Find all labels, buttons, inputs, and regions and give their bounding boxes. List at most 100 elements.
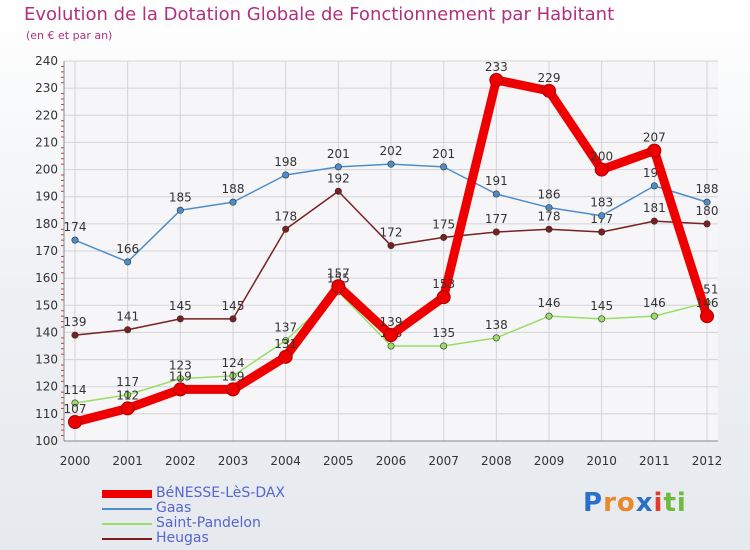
legend-item-gaas: Gaas xyxy=(102,500,362,517)
y-tick-label: 170 xyxy=(35,244,58,258)
data-label-b-nesse-l-s-dax: 233 xyxy=(485,60,508,74)
data-point-gaas xyxy=(650,182,658,190)
data-point-heugas xyxy=(334,187,342,195)
data-label-heugas: 145 xyxy=(169,299,192,313)
data-point-gaas xyxy=(229,198,237,206)
data-point-saint-pandelon xyxy=(387,342,395,350)
data-point-heugas xyxy=(229,315,237,323)
data-label-saint-pandelon: 137 xyxy=(274,321,297,335)
legend-swatch-heugas xyxy=(102,538,152,540)
legend-item-heugas: Heugas xyxy=(102,530,362,547)
data-point-b-nesse-l-s-dax xyxy=(384,328,398,343)
legend-swatch-gaas xyxy=(102,508,152,510)
x-tick-label: 2010 xyxy=(586,454,617,468)
legend-item-saint-pandelon: Saint-Pandelon xyxy=(102,515,362,532)
data-label-heugas: 177 xyxy=(485,212,508,226)
brand-letter: r xyxy=(603,488,617,518)
data-label-gaas: 185 xyxy=(169,190,192,204)
data-label-heugas: 178 xyxy=(538,209,561,223)
data-label-heugas: 175 xyxy=(432,217,455,231)
data-label-saint-pandelon: 117 xyxy=(116,375,139,389)
legend-label-heugas: Heugas xyxy=(156,530,209,546)
data-label-saint-pandelon: 155 xyxy=(327,272,350,286)
data-point-b-nesse-l-s-dax xyxy=(120,401,135,416)
legend-swatch-saint-pandelon xyxy=(102,523,152,525)
x-tick-label: 2005 xyxy=(323,454,354,468)
y-tick-label: 120 xyxy=(35,380,58,394)
legend-label-saint-pandelon: Saint-Pandelon xyxy=(156,515,261,531)
y-tick-label: 220 xyxy=(35,108,58,122)
x-tick-label: 2008 xyxy=(481,454,512,468)
data-point-saint-pandelon xyxy=(282,337,290,345)
y-tick-label: 240 xyxy=(35,54,58,68)
data-point-saint-pandelon xyxy=(176,375,184,383)
data-point-gaas xyxy=(124,258,132,266)
y-tick-label: 140 xyxy=(35,325,58,339)
data-label-gaas: 186 xyxy=(538,188,561,202)
data-point-heugas xyxy=(440,233,448,241)
x-tick-label: 2003 xyxy=(218,454,249,468)
data-point-heugas xyxy=(387,242,395,250)
data-point-heugas xyxy=(650,217,658,225)
data-point-gaas xyxy=(598,212,606,220)
legend-swatch-benesse xyxy=(102,490,152,498)
data-point-gaas xyxy=(492,190,500,198)
data-point-gaas xyxy=(440,163,448,171)
data-label-saint-pandelon: 135 xyxy=(432,326,455,340)
data-label-heugas: 180 xyxy=(696,204,719,218)
data-label-heugas: 181 xyxy=(643,201,666,215)
data-point-gaas xyxy=(71,236,79,244)
x-tick-label: 2001 xyxy=(112,454,143,468)
x-tick-label: 2000 xyxy=(60,454,91,468)
data-point-gaas xyxy=(176,206,184,214)
data-label-b-nesse-l-s-dax: 139 xyxy=(380,315,403,329)
brand-letter: i xyxy=(676,488,687,518)
data-label-gaas: 188 xyxy=(222,182,245,196)
y-tick-label: 210 xyxy=(35,135,58,149)
data-label-b-nesse-l-s-dax: 119 xyxy=(222,369,245,383)
data-label-saint-pandelon: 124 xyxy=(222,356,245,370)
data-point-heugas xyxy=(71,331,79,339)
data-label-b-nesse-l-s-dax: 107 xyxy=(64,402,87,416)
legend-item-benesse: BéNESSE-LèS-DAX xyxy=(102,485,362,502)
data-label-saint-pandelon: 146 xyxy=(538,296,561,310)
data-point-saint-pandelon xyxy=(598,315,606,323)
data-label-saint-pandelon: 138 xyxy=(485,318,508,332)
data-label-heugas: 141 xyxy=(116,310,139,324)
brand-letter: P xyxy=(583,488,604,518)
data-point-saint-pandelon xyxy=(229,372,237,380)
data-point-b-nesse-l-s-dax xyxy=(594,162,609,177)
data-label-gaas: 201 xyxy=(327,147,350,161)
x-tick-label: 2011 xyxy=(639,454,670,468)
data-point-gaas xyxy=(703,198,711,206)
x-tick-label: 2009 xyxy=(534,454,565,468)
data-label-heugas: 192 xyxy=(327,171,350,185)
data-point-b-nesse-l-s-dax xyxy=(278,349,293,364)
brand-letter: o xyxy=(616,488,636,518)
data-label-gaas: 188 xyxy=(696,182,719,196)
data-label-b-nesse-l-s-dax: 131 xyxy=(274,337,297,351)
chart-title: Evolution de la Dotation Globale de Fonc… xyxy=(24,4,615,25)
data-point-b-nesse-l-s-dax xyxy=(68,415,82,429)
data-point-saint-pandelon xyxy=(492,334,500,342)
data-point-heugas xyxy=(282,225,290,233)
data-point-saint-pandelon xyxy=(124,391,132,399)
chart-subtitle: (en € et par an) xyxy=(26,29,113,42)
data-label-gaas: 174 xyxy=(64,220,87,234)
data-point-heugas xyxy=(703,220,711,228)
data-label-saint-pandelon: 114 xyxy=(64,383,87,397)
data-label-b-nesse-l-s-dax: 157 xyxy=(327,266,350,280)
data-point-b-nesse-l-s-dax xyxy=(489,73,504,87)
y-tick-label: 100 xyxy=(35,434,58,448)
data-label-b-nesse-l-s-dax: 153 xyxy=(432,277,455,291)
data-label-b-nesse-l-s-dax: 207 xyxy=(643,131,666,145)
data-point-heugas xyxy=(492,228,500,236)
data-label-b-nesse-l-s-dax: 200 xyxy=(590,150,613,164)
y-tick-label: 190 xyxy=(35,190,58,204)
y-tick-label: 200 xyxy=(35,163,58,177)
y-tick-label: 230 xyxy=(35,81,58,95)
data-point-b-nesse-l-s-dax xyxy=(647,143,662,158)
data-label-gaas: 183 xyxy=(590,196,613,210)
data-label-heugas: 139 xyxy=(64,315,87,329)
data-point-b-nesse-l-s-dax xyxy=(542,83,556,98)
